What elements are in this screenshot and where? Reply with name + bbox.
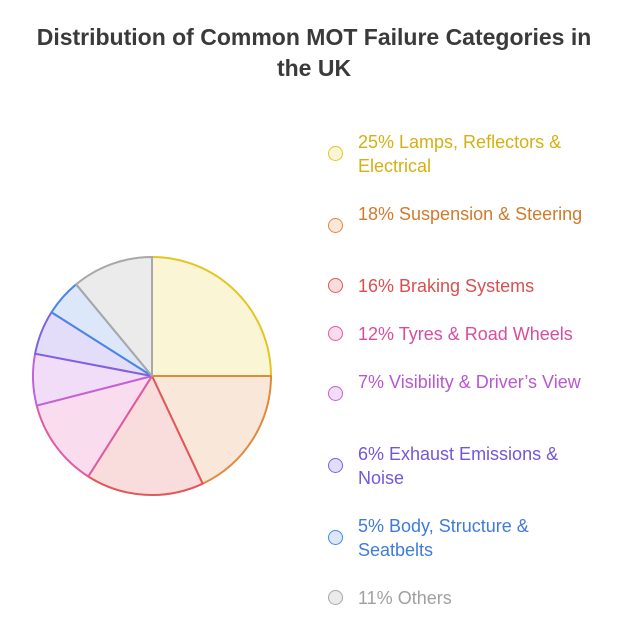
pie-slice-1 (151, 256, 272, 377)
legend-marker-5 (328, 386, 343, 401)
legend-marker-1 (328, 146, 343, 161)
chart-title: Distribution of Common MOT Failure Categ… (36, 24, 592, 81)
pie-slice-2 (151, 375, 272, 485)
pie-slices (32, 256, 272, 496)
legend-label-7: 5% Body, Structure & Seatbelts (358, 516, 529, 560)
legend-label-5: 7% Visibility & Driver’s View (358, 372, 581, 392)
legend-label-6: 6% Exhaust Emissions & Noise (358, 444, 559, 488)
legend-label-4: 12% Tyres & Road Wheels (358, 324, 573, 344)
legend-marker-4 (328, 326, 343, 341)
legend-label-1: 25% Lamps, Reflectors & Electrical (358, 132, 562, 176)
pie-slice-3 (87, 375, 204, 496)
legend-marker-3 (328, 278, 343, 293)
legend-label-3: 16% Braking Systems (358, 276, 535, 296)
legend-marker-2 (328, 218, 343, 233)
pie-slice-8 (75, 256, 153, 377)
legend-marker-8 (328, 590, 343, 605)
legend-label-8: 11% Others (358, 588, 452, 608)
legend-marker-7 (328, 530, 343, 545)
pie-slice-4 (35, 375, 153, 478)
legend-marker-6 (328, 458, 343, 473)
legend-label-2: 18% Suspension & Steering (358, 204, 583, 224)
